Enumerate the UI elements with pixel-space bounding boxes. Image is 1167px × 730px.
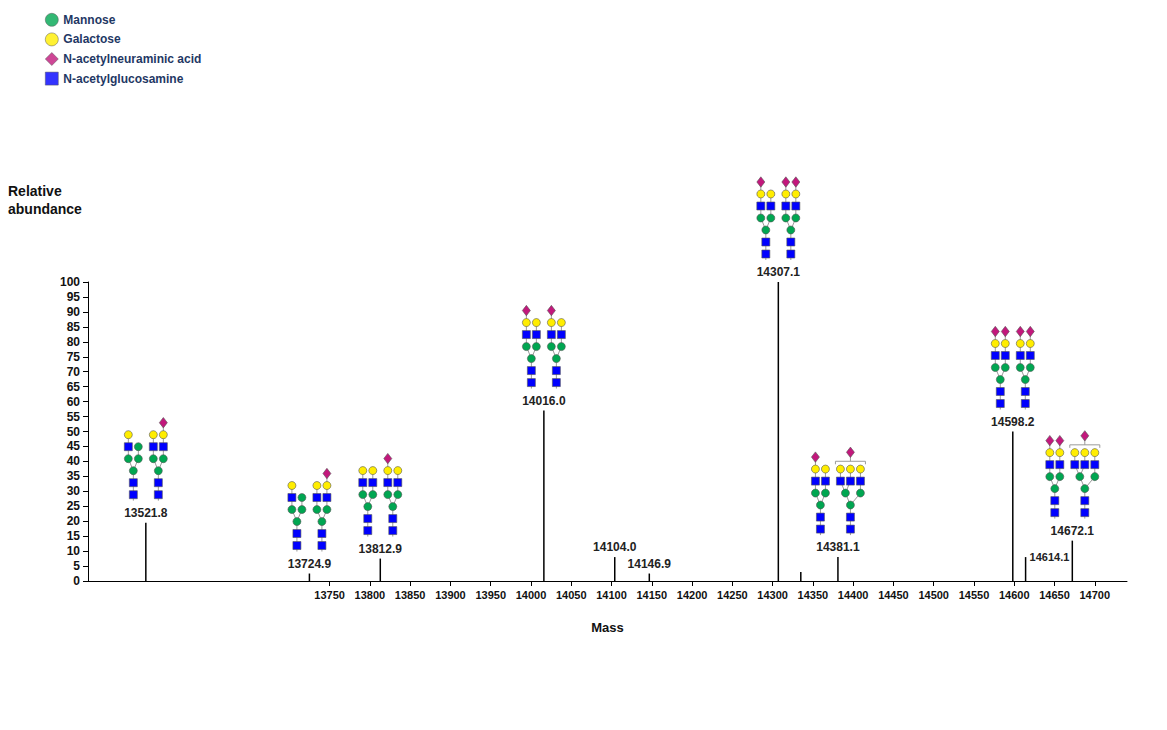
- svg-text:14200: 14200: [677, 589, 708, 601]
- svg-text:14614.1: 14614.1: [1030, 551, 1070, 563]
- svg-text:13800: 13800: [355, 589, 386, 601]
- svg-text:80: 80: [67, 335, 81, 349]
- svg-text:13812.9: 13812.9: [359, 542, 403, 556]
- svg-text:14600: 14600: [999, 589, 1030, 601]
- svg-text:14450: 14450: [878, 589, 909, 601]
- svg-text:14400: 14400: [838, 589, 869, 601]
- svg-text:13900: 13900: [435, 589, 466, 601]
- svg-text:45: 45: [67, 439, 81, 453]
- svg-text:14672.1: 14672.1: [1051, 524, 1095, 538]
- svg-text:14550: 14550: [959, 589, 990, 601]
- svg-text:65: 65: [67, 380, 81, 394]
- svg-text:75: 75: [67, 350, 81, 364]
- svg-text:85: 85: [67, 320, 81, 334]
- svg-text:40: 40: [67, 454, 81, 468]
- svg-text:15: 15: [67, 529, 81, 543]
- svg-text:20: 20: [67, 514, 81, 528]
- svg-text:14050: 14050: [556, 589, 587, 601]
- svg-text:30: 30: [67, 484, 81, 498]
- svg-text:50: 50: [67, 425, 81, 439]
- svg-text:70: 70: [67, 365, 81, 379]
- svg-text:5: 5: [73, 559, 80, 573]
- svg-text:60: 60: [67, 395, 81, 409]
- svg-text:14381.1: 14381.1: [816, 540, 860, 554]
- svg-text:14300: 14300: [757, 589, 788, 601]
- svg-text:14700: 14700: [1079, 589, 1110, 601]
- svg-text:95: 95: [67, 290, 81, 304]
- svg-text:13950: 13950: [475, 589, 506, 601]
- svg-text:14350: 14350: [798, 589, 829, 601]
- svg-text:10: 10: [67, 544, 81, 558]
- svg-text:14598.2: 14598.2: [991, 415, 1035, 429]
- svg-text:abundance: abundance: [8, 201, 82, 217]
- svg-text:13750: 13750: [314, 589, 345, 601]
- svg-text:14150: 14150: [637, 589, 668, 601]
- svg-text:14307.1: 14307.1: [757, 265, 801, 279]
- svg-text:55: 55: [67, 410, 81, 424]
- svg-text:14016.0: 14016.0: [522, 394, 566, 408]
- svg-text:13724.9: 13724.9: [288, 557, 332, 571]
- svg-text:90: 90: [67, 305, 81, 319]
- svg-text:100: 100: [60, 275, 80, 289]
- svg-text:N-acetylneuraminic acid: N-acetylneuraminic acid: [63, 52, 201, 66]
- svg-text:14104.0: 14104.0: [593, 540, 637, 554]
- svg-text:13521.8: 13521.8: [124, 506, 168, 520]
- svg-text:Galactose: Galactose: [63, 32, 121, 46]
- svg-text:13850: 13850: [395, 589, 426, 601]
- svg-text:0: 0: [73, 574, 80, 588]
- svg-text:14000: 14000: [516, 589, 547, 601]
- svg-text:Mass: Mass: [591, 620, 624, 635]
- svg-text:14500: 14500: [918, 589, 949, 601]
- svg-text:Mannose: Mannose: [63, 13, 115, 27]
- svg-text:N-acetylglucosamine: N-acetylglucosamine: [63, 72, 183, 86]
- svg-text:25: 25: [67, 499, 81, 513]
- svg-text:14250: 14250: [717, 589, 748, 601]
- svg-text:35: 35: [67, 469, 81, 483]
- svg-text:Relative: Relative: [8, 183, 62, 199]
- svg-text:14650: 14650: [1039, 589, 1070, 601]
- svg-text:14146.9: 14146.9: [628, 557, 672, 571]
- svg-text:14100: 14100: [596, 589, 627, 601]
